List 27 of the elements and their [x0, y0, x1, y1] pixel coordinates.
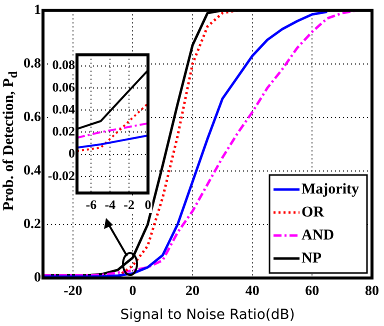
x-tick-label: -2	[124, 197, 134, 212]
y-tick-label: 0	[34, 270, 41, 286]
y-tick-label: 0.04	[52, 101, 76, 116]
y-tick-label: 1	[34, 3, 41, 18]
legend-label: NP	[302, 250, 322, 266]
x-tick-label: 20	[186, 284, 200, 300]
legend-label: Majority	[302, 181, 360, 198]
y-tick-label: 0.6	[24, 110, 41, 126]
legend-label: AND	[302, 227, 334, 244]
x-tick-label: 60	[305, 284, 320, 300]
x-tick-label: 0	[144, 197, 152, 212]
y-tick-label: 0.8	[24, 56, 41, 72]
x-tick-label: -6	[86, 197, 98, 212]
y-tick-label: 0.02	[52, 124, 75, 139]
x-tick-label: 80	[365, 284, 379, 300]
y-tick-label: -0.02	[48, 168, 75, 183]
y-tick-label: 0.06	[52, 79, 76, 94]
y-tick-label: 0.2	[24, 217, 41, 232]
x-tick-label: -20	[64, 284, 82, 300]
legend-label: OR	[302, 204, 324, 220]
y-tick-label: 0	[68, 146, 75, 161]
x-tick-label: 0	[129, 284, 136, 300]
x-tick-label: -4	[104, 197, 116, 212]
x-axis-title: Signal to Noise Ratio(dB)	[120, 307, 295, 324]
x-tick-label: 40	[245, 284, 260, 300]
y-tick-label: 0.4	[24, 164, 41, 179]
y-tick-label: 0.08	[52, 57, 76, 72]
